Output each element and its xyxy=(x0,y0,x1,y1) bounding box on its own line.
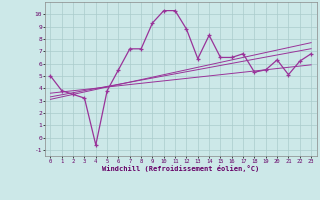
X-axis label: Windchill (Refroidissement éolien,°C): Windchill (Refroidissement éolien,°C) xyxy=(102,165,260,172)
